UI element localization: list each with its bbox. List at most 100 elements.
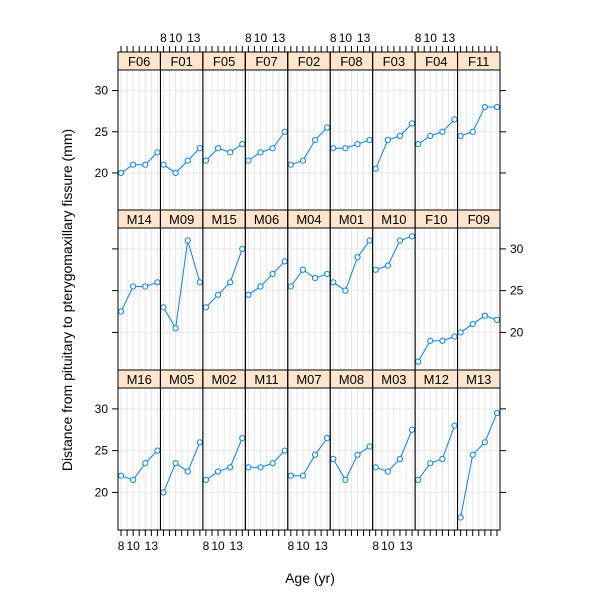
panel-strip-label: F02 [298, 54, 320, 69]
data-point [160, 161, 167, 168]
data-point [354, 254, 361, 261]
data-point [372, 464, 379, 471]
data-point [439, 128, 446, 135]
data-point [493, 409, 501, 417]
x-tick-label: 13 [230, 539, 244, 553]
panel-strip-label: M07 [296, 372, 321, 387]
panel-strip-label: M04 [296, 212, 321, 227]
data-point [245, 291, 252, 298]
data-point [396, 455, 404, 463]
x-tick-label: 8 [415, 31, 422, 45]
panel-strip-label: M06 [254, 212, 279, 227]
x-tick-label: 13 [187, 31, 201, 45]
data-point [366, 237, 373, 244]
panel-strip-label: F09 [468, 212, 490, 227]
data-point [415, 141, 422, 148]
panel-strip-label: F03 [383, 54, 405, 69]
series-line [290, 437, 328, 477]
series-line [417, 425, 455, 481]
data-point [469, 128, 476, 135]
data-point [457, 514, 464, 521]
data-point [117, 472, 125, 479]
data-point [481, 312, 488, 319]
panel-strip-label: M02 [211, 372, 236, 387]
data-point [184, 468, 191, 475]
data-point [214, 468, 222, 475]
data-point [142, 161, 149, 168]
x-tick-label: 13 [399, 539, 413, 553]
data-point [130, 161, 137, 168]
x-tick-label: 10 [126, 539, 140, 553]
data-point [196, 145, 203, 152]
series-line [163, 147, 201, 174]
panel-strip-label: F10 [425, 212, 447, 227]
data-point [245, 157, 252, 164]
panel-strip-label: M09 [169, 212, 194, 227]
y-tick-label: 20 [95, 166, 109, 180]
data-point [130, 476, 137, 483]
data-point [117, 308, 125, 315]
data-point [184, 237, 191, 244]
x-tick-label: 13 [145, 539, 159, 553]
panel-strip-label: M10 [381, 212, 406, 227]
data-point [281, 128, 288, 135]
data-point [427, 460, 434, 467]
x-tick-label: 10 [424, 31, 438, 45]
x-tick-label: 10 [254, 31, 268, 45]
data-point [269, 145, 276, 152]
data-point [384, 262, 391, 269]
panel-strip-label: M03 [381, 372, 406, 387]
data-point [324, 435, 331, 442]
data-point [287, 283, 294, 290]
data-point [196, 279, 203, 286]
data-point [493, 316, 501, 323]
data-point [415, 476, 422, 483]
x-tick-label: 13 [314, 539, 328, 553]
panel-strip-label: M01 [339, 212, 364, 227]
y-tick-label: 25 [95, 125, 109, 139]
panel-strip-label: M08 [339, 372, 364, 387]
data-point [330, 145, 337, 152]
data-point [202, 476, 210, 483]
x-tick-label: 13 [442, 31, 456, 45]
y-tick-label: 25 [95, 444, 109, 458]
x-tick-label: 8 [287, 539, 294, 553]
data-point [408, 120, 416, 127]
data-point [324, 270, 331, 278]
panel-strip-label: M14 [127, 212, 152, 227]
data-point [408, 426, 416, 433]
panel-strip-label: F06 [128, 54, 150, 69]
panel-strip-label: M15 [211, 212, 236, 227]
data-point [281, 447, 288, 454]
panel-strip-label: F01 [170, 54, 192, 69]
series-line [417, 119, 455, 145]
data-point [457, 329, 464, 336]
data-point [330, 279, 337, 286]
x-axis-title: Age (yr) [285, 570, 335, 586]
series-line [290, 269, 328, 287]
data-point [311, 136, 319, 144]
x-tick-label: 8 [203, 539, 210, 553]
x-tick-label: 8 [118, 539, 125, 553]
series-line [205, 248, 243, 308]
data-point [257, 149, 264, 156]
data-point [366, 136, 373, 144]
panel-strip-label: M11 [254, 372, 278, 387]
data-point [311, 451, 319, 458]
series-line [120, 450, 158, 481]
panel-strip-label: F05 [213, 54, 235, 69]
series-line [460, 106, 497, 137]
data-point [469, 320, 476, 328]
series-line [375, 429, 413, 473]
data-point [384, 136, 391, 144]
data-point [439, 337, 446, 344]
data-point [239, 245, 246, 252]
data-point [245, 464, 252, 471]
data-point [372, 165, 379, 172]
data-point [172, 169, 179, 177]
data-point [481, 103, 488, 111]
data-point [366, 443, 373, 450]
data-point [202, 304, 210, 311]
data-point [342, 287, 349, 294]
